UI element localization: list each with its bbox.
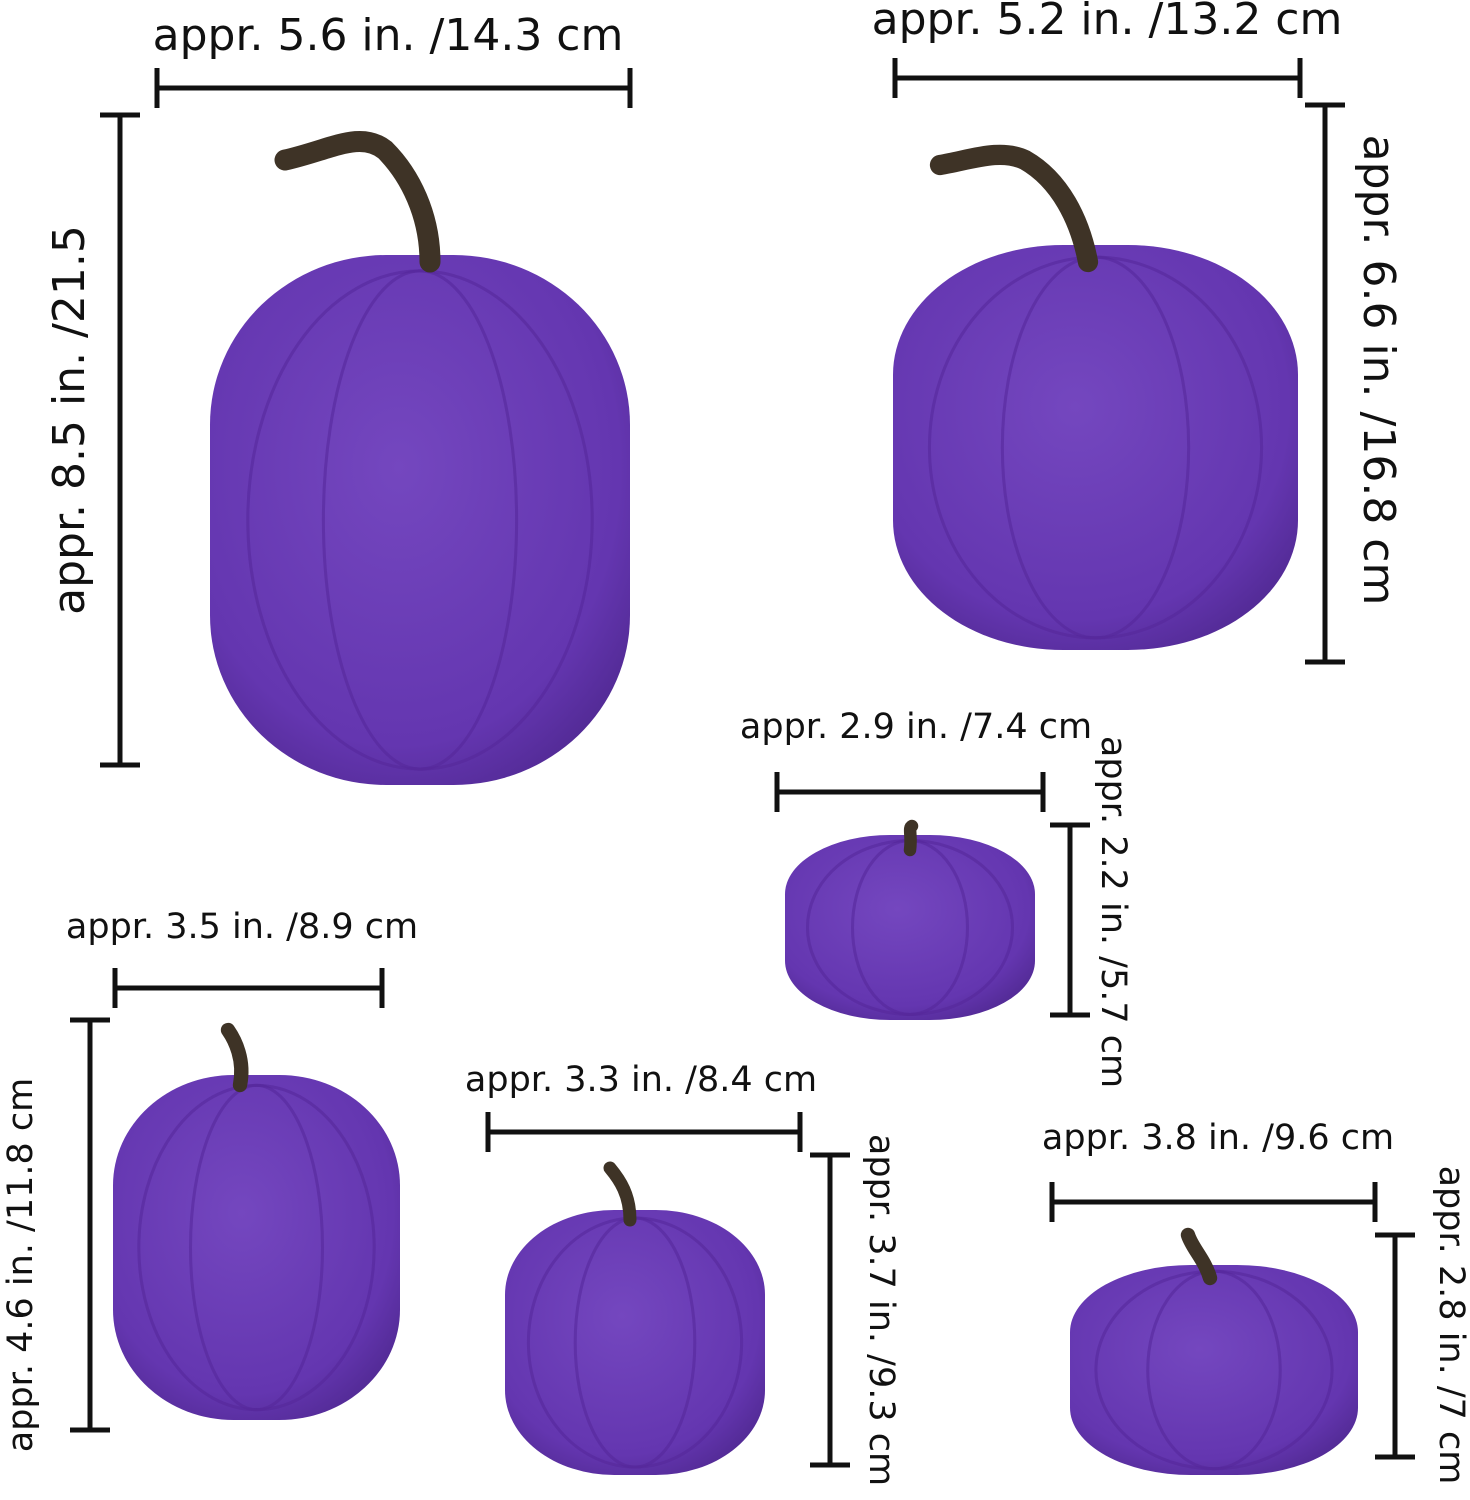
height-line	[1375, 1232, 1415, 1460]
pumpkin-stem	[1180, 1227, 1218, 1286]
pumpkin	[505, 1161, 765, 1475]
pumpkin-stem	[274, 131, 441, 273]
pumpkin	[785, 819, 1035, 1020]
pumpkin-body	[1070, 1265, 1358, 1475]
width-line	[774, 772, 1046, 812]
height-label: appr. 6.6 in. /16.8 cm	[1353, 135, 1404, 606]
pumpkin-rib	[321, 269, 519, 771]
width-line	[154, 68, 633, 108]
pumpkin-rib	[188, 1083, 325, 1412]
pumpkin	[210, 131, 630, 785]
width-label: appr. 3.3 in. /8.4 cm	[465, 1060, 817, 1100]
pumpkin-rib	[246, 269, 594, 771]
pumpkin-body	[785, 835, 1035, 1020]
pumpkin-rib	[188, 1083, 325, 1412]
width-label: appr. 5.6 in. /14.3 cm	[153, 10, 624, 61]
height-line	[70, 1017, 110, 1433]
height-line	[810, 1152, 850, 1468]
pumpkin-stem	[220, 1022, 249, 1093]
height-line	[1305, 102, 1345, 665]
width-label: appr. 3.8 in. /9.6 cm	[1042, 1118, 1394, 1158]
pumpkin	[893, 144, 1298, 650]
pumpkin-rib	[321, 269, 519, 771]
height-label: appr. 2.2 in. /5.7 cm	[1093, 736, 1133, 1088]
pumpkin-stem	[603, 1161, 637, 1227]
pumpkin-rib	[246, 269, 594, 771]
pumpkin-body	[113, 1075, 400, 1420]
height-label: appr. 4.6 in. /11.8 cm	[1, 1078, 41, 1452]
pumpkin-stem	[903, 819, 919, 857]
pumpkin-body	[210, 255, 630, 785]
pumpkin-body	[505, 1210, 765, 1475]
width-label: appr. 2.9 in. /7.4 cm	[740, 707, 1092, 747]
width-line	[1049, 1182, 1378, 1222]
width-label: appr. 3.5 in. /8.9 cm	[66, 907, 418, 947]
pumpkin	[113, 1022, 400, 1420]
pumpkin-stem	[929, 144, 1099, 273]
height-line	[1050, 822, 1090, 1018]
height-label: appr. 3.7 in. /9.3 cm	[861, 1134, 901, 1486]
pumpkins	[113, 131, 1358, 1475]
pumpkin-rib	[137, 1083, 376, 1412]
width-line	[112, 968, 385, 1008]
width-line	[892, 58, 1303, 98]
height-line	[100, 112, 140, 768]
height-label: appr. 2.8 in. /7 cm	[1431, 1166, 1470, 1485]
height-label: appr. 8.5 in. /21.5	[44, 225, 95, 615]
pumpkin-rib	[137, 1083, 376, 1412]
width-label: appr. 5.2 in. /13.2 cm	[872, 0, 1343, 45]
pumpkin	[1070, 1227, 1358, 1475]
width-line	[485, 1112, 803, 1152]
pumpkin-body	[893, 245, 1298, 650]
